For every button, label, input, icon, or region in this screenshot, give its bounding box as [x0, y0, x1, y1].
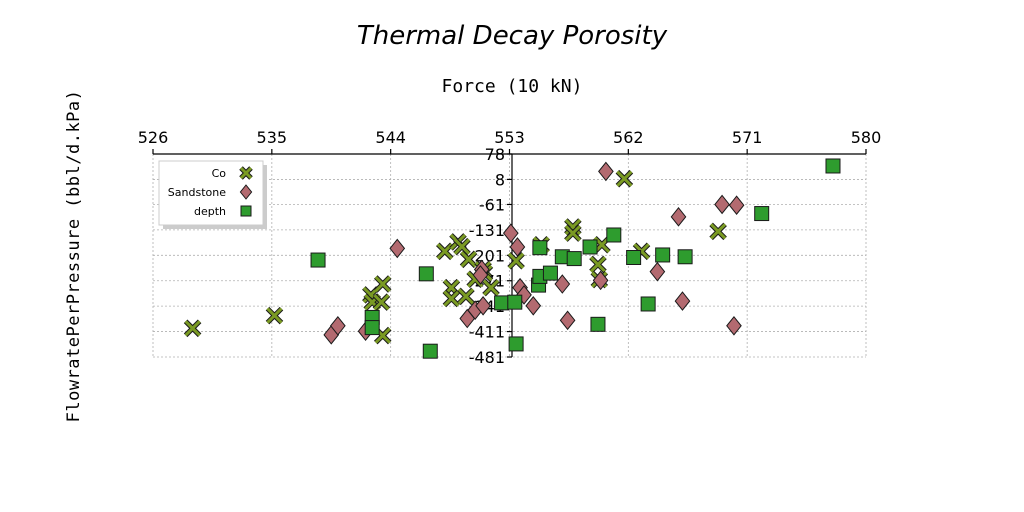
point-sandstone-19 [670, 207, 687, 227]
point-co-4 [372, 293, 391, 311]
point-depth-14 [582, 239, 598, 255]
point-co-12-stroke [457, 288, 474, 305]
data-points [183, 158, 841, 359]
y-axis-label: FlowratePerPressure (bbl/d.kPa) [64, 90, 84, 423]
point-co-1-stroke [266, 307, 283, 324]
point-co-13-stroke [460, 251, 477, 268]
point-sandstone-14 [554, 274, 571, 294]
legend-label-co: Co [212, 167, 227, 180]
point-co-27-stroke [710, 223, 727, 240]
x-tick-label-0: 526 [138, 128, 169, 147]
point-sandstone-18 [649, 261, 666, 282]
x-tick-label-5: 571 [732, 128, 763, 147]
y-tick-label-3: -131 [469, 221, 505, 240]
y-tick-label-1: 8 [495, 170, 505, 189]
point-sandstone-21 [714, 194, 730, 215]
point-sandstone-1 [330, 315, 346, 336]
point-sandstone-10 [509, 237, 526, 257]
point-sandstone-13 [525, 295, 542, 316]
point-co-1 [265, 306, 284, 325]
point-depth-3 [418, 266, 434, 282]
y-tick-label-2: -61 [479, 195, 505, 214]
x-tick-label-2: 544 [375, 128, 406, 147]
point-depth-21 [825, 158, 841, 174]
point-co-11 [453, 237, 471, 256]
point-sandstone-22 [726, 315, 742, 336]
point-depth-22 [590, 316, 606, 332]
x-tick-label-1: 535 [257, 128, 288, 147]
legend-label-sandstone: Sandstone [168, 186, 226, 199]
point-co-21 [564, 224, 582, 242]
x-tick-label-3: 553 [494, 128, 525, 147]
point-sandstone-9 [502, 223, 519, 243]
legend-marker-co [239, 166, 253, 180]
x-ticks: 526 535 544 553 562 571 580 [138, 128, 882, 154]
point-co-27 [709, 222, 727, 241]
x-axis-label: Force (10 kN) [442, 76, 583, 97]
y-tick-label-7: -411 [469, 323, 505, 342]
point-depth-7 [508, 336, 524, 352]
point-co-11-stroke [453, 238, 471, 255]
point-co-26 [632, 242, 651, 261]
point-co-17-stroke [482, 279, 500, 296]
y-tick-label-4: -201 [469, 246, 505, 265]
legend-marker-depth [240, 205, 252, 217]
point-co-9 [442, 289, 461, 308]
point-depth-15 [606, 227, 622, 243]
point-co-12 [457, 287, 475, 306]
point-co-18 [507, 251, 525, 270]
point-sandstone-8 [472, 265, 489, 285]
x-tick-label-4: 562 [613, 128, 644, 147]
point-sandstone-15 [559, 310, 576, 331]
point-co-0 [183, 319, 202, 338]
point-co-0-stroke [184, 320, 201, 337]
x-tick-label-6: 580 [851, 128, 882, 147]
point-sandstone-23 [728, 195, 745, 216]
point-co-25 [615, 169, 634, 188]
point-depth-2 [364, 320, 380, 336]
point-sandstone-16 [592, 270, 609, 291]
point-co-17 [482, 278, 500, 297]
y-tick-label-8: -481 [469, 348, 505, 367]
point-co-7-stroke [436, 243, 453, 260]
point-sandstone-3 [389, 238, 406, 259]
point-co-9-stroke [443, 290, 460, 307]
point-co-21-stroke [564, 225, 581, 242]
point-co-22 [589, 255, 607, 274]
point-co-18-stroke [508, 252, 525, 269]
point-sandstone-6 [475, 295, 491, 316]
point-depth-0 [310, 252, 326, 268]
point-depth-20 [754, 206, 770, 222]
point-depth-17 [640, 296, 656, 312]
point-depth-6 [507, 294, 523, 310]
point-depth-11 [542, 265, 558, 281]
point-co-25-stroke [616, 170, 633, 187]
point-co-7 [436, 242, 454, 261]
legend-label-depth: depth [194, 205, 226, 218]
legend-marker-co-stroke [239, 166, 253, 180]
chart-title: Thermal Decay Porosity [357, 21, 668, 51]
point-depth-16 [626, 249, 642, 265]
point-co-5 [373, 275, 392, 293]
point-depth-10 [532, 240, 548, 256]
point-depth-19 [677, 249, 693, 265]
point-co-4-stroke [373, 294, 390, 311]
point-depth-4 [422, 343, 438, 359]
point-co-22-stroke [589, 256, 607, 273]
legend-marker-sandstone [239, 184, 253, 200]
point-depth-5 [494, 295, 510, 311]
y-tick-label-0: 78 [485, 145, 505, 164]
point-co-13 [459, 250, 478, 269]
point-sandstone-20 [674, 291, 691, 311]
legend: Co Sandstone depth [158, 160, 267, 229]
point-depth-18 [655, 247, 671, 263]
point-depth-13 [566, 251, 582, 267]
point-sandstone-17 [598, 161, 614, 182]
point-co-5-stroke [374, 275, 391, 293]
